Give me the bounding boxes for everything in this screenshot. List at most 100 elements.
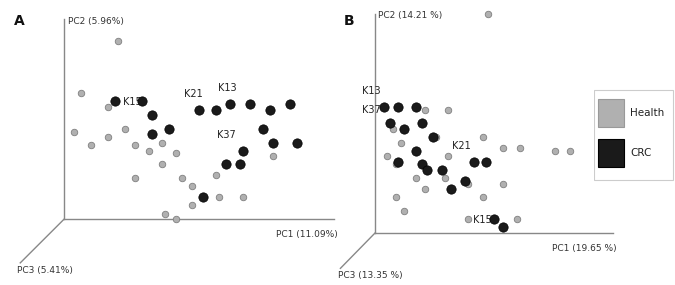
Point xyxy=(399,209,410,213)
Point xyxy=(146,113,157,117)
Point xyxy=(446,187,456,191)
Text: Health: Health xyxy=(630,108,665,119)
Point xyxy=(419,107,430,112)
Point xyxy=(422,168,433,172)
Point xyxy=(109,99,120,104)
Point xyxy=(130,176,140,180)
Point xyxy=(157,162,167,167)
Point xyxy=(69,129,80,134)
Point xyxy=(497,146,508,150)
Point xyxy=(244,102,255,107)
Point xyxy=(103,135,113,139)
Point xyxy=(564,148,575,153)
Point xyxy=(410,176,421,180)
Point xyxy=(160,211,171,216)
Text: PC2 (14.21 %): PC2 (14.21 %) xyxy=(378,11,442,20)
Point xyxy=(224,102,235,107)
Point xyxy=(177,176,188,180)
Text: K37: K37 xyxy=(362,105,381,115)
Point xyxy=(170,217,181,221)
Point xyxy=(136,99,147,104)
Point xyxy=(143,148,154,153)
Point xyxy=(460,178,470,183)
Text: PC1 (19.65 %): PC1 (19.65 %) xyxy=(551,244,616,253)
Point xyxy=(211,107,221,112)
Text: B: B xyxy=(344,14,354,28)
Text: K13: K13 xyxy=(217,83,236,93)
Point xyxy=(483,12,494,16)
Point xyxy=(238,195,248,200)
Point xyxy=(437,168,448,172)
Point xyxy=(119,127,130,131)
Point xyxy=(214,195,225,200)
Point xyxy=(76,91,86,95)
Point xyxy=(396,140,407,145)
Point xyxy=(130,143,140,148)
Point xyxy=(194,107,205,112)
Point xyxy=(103,105,113,109)
Point xyxy=(410,148,421,153)
Point xyxy=(442,154,453,158)
Text: K15: K15 xyxy=(472,215,491,225)
Point xyxy=(477,135,488,139)
Point xyxy=(390,195,401,200)
Point xyxy=(86,143,97,148)
Point xyxy=(393,105,404,109)
Text: K37: K37 xyxy=(217,130,236,140)
Text: K15: K15 xyxy=(123,97,142,107)
Point xyxy=(439,176,450,180)
Point xyxy=(463,217,474,221)
Point xyxy=(416,121,427,126)
Point xyxy=(497,181,508,186)
Point xyxy=(285,102,296,107)
Point xyxy=(387,127,398,131)
Text: K13: K13 xyxy=(362,86,381,96)
Point xyxy=(187,203,198,208)
Point xyxy=(211,173,221,178)
Text: PC3 (5.41%): PC3 (5.41%) xyxy=(17,266,73,275)
Point xyxy=(146,132,157,137)
Point xyxy=(393,159,404,164)
Point xyxy=(221,162,232,167)
Point xyxy=(265,107,275,112)
Point xyxy=(292,140,302,145)
Point xyxy=(512,217,523,221)
Point xyxy=(390,162,401,167)
FancyBboxPatch shape xyxy=(598,139,624,167)
Text: PC2 (5.96%): PC2 (5.96%) xyxy=(68,17,124,26)
Point xyxy=(381,154,392,158)
Point xyxy=(428,135,439,139)
Point xyxy=(197,195,208,200)
Point xyxy=(463,181,474,186)
Text: PC1 (11.09%): PC1 (11.09%) xyxy=(276,230,338,239)
Point xyxy=(549,148,560,153)
Text: A: A xyxy=(14,14,24,28)
Point xyxy=(170,151,181,156)
Point xyxy=(258,127,269,131)
Point xyxy=(157,140,167,145)
Text: CRC: CRC xyxy=(630,148,652,158)
Point xyxy=(477,195,488,200)
Point xyxy=(489,217,500,221)
Point xyxy=(238,148,248,153)
Point xyxy=(515,146,526,150)
Point xyxy=(379,105,389,109)
Point xyxy=(113,39,124,44)
FancyBboxPatch shape xyxy=(598,99,624,127)
Point xyxy=(234,162,245,167)
Point xyxy=(419,187,430,191)
Point xyxy=(468,159,479,164)
Point xyxy=(442,107,453,112)
Point xyxy=(416,162,427,167)
Point xyxy=(410,105,421,109)
Point xyxy=(163,127,174,131)
Text: K21: K21 xyxy=(184,89,202,99)
Point xyxy=(497,225,508,230)
Point xyxy=(399,127,410,131)
Point xyxy=(480,159,491,164)
Point xyxy=(268,140,279,145)
Point xyxy=(431,135,441,139)
Text: K21: K21 xyxy=(452,141,471,151)
Point xyxy=(268,154,279,158)
Point xyxy=(187,184,198,189)
